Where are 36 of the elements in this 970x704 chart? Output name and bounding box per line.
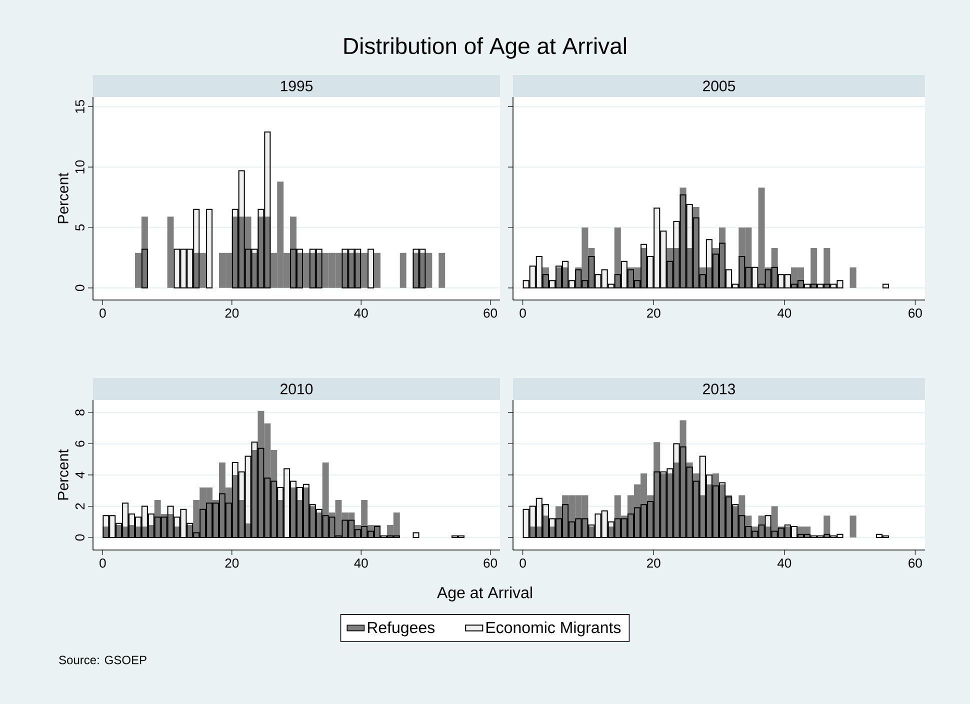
y-tick-label: 15 — [75, 100, 84, 113]
x-tick-label: 40 — [777, 308, 792, 318]
y-tick-label: 0 — [75, 534, 84, 541]
y-axis-title: Percent — [58, 172, 68, 224]
y-tick-label: 2 — [75, 503, 84, 510]
y-tick-label: 4 — [76, 472, 84, 478]
x-tick-label: 0 — [100, 558, 106, 568]
x-tick-label: 20 — [225, 558, 239, 568]
x-tick-label: 40 — [354, 308, 368, 318]
x-tick-label: 20 — [647, 558, 660, 568]
x-tick-label: 40 — [777, 558, 792, 568]
source-note: Source: GSOEP — [59, 656, 146, 664]
y-tick-label: 5 — [75, 224, 84, 231]
legend-label: Refugees — [368, 621, 435, 636]
x-tick-label: 20 — [647, 308, 660, 318]
y-tick-label: 10 — [75, 160, 84, 174]
x-tick-label: 40 — [354, 558, 368, 568]
y-axis-title: Percent — [58, 449, 68, 500]
legend-label: Economic Migrants — [486, 621, 621, 636]
x-tick-label: 60 — [908, 308, 922, 318]
chart-title: Distribution of Age at Arrival — [344, 37, 626, 59]
x-tick-label: 0 — [520, 558, 526, 568]
x-tick-label: 20 — [225, 308, 239, 318]
chart-subtitle: 2005 — [703, 80, 736, 92]
y-tick-label: 6 — [75, 440, 84, 447]
x-tick-label: 0 — [520, 308, 526, 318]
x-tick-label: 60 — [484, 558, 498, 568]
x-tick-label: 60 — [484, 308, 498, 318]
chart-subtitle: 1995 — [280, 80, 313, 92]
chart-subtitle: 2013 — [703, 384, 736, 394]
y-tick-label: 0 — [75, 284, 84, 292]
x-tick-label: 60 — [908, 558, 922, 568]
x-tick-label: 0 — [100, 308, 106, 318]
x-axis-title: Age at Arrival — [437, 586, 532, 602]
chart-subtitle: 2010 — [280, 384, 313, 394]
y-tick-label: 8 — [75, 409, 84, 416]
